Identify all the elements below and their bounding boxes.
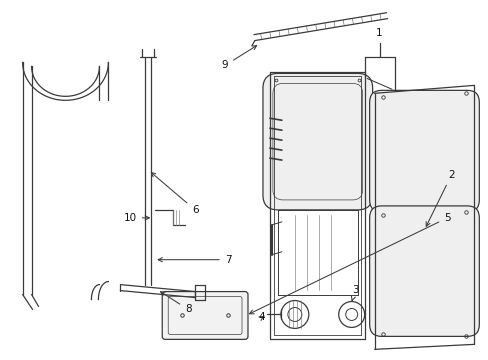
FancyBboxPatch shape xyxy=(369,90,478,212)
FancyBboxPatch shape xyxy=(263,73,372,210)
FancyBboxPatch shape xyxy=(369,206,478,336)
Text: 3: 3 xyxy=(351,284,358,301)
Text: 5: 5 xyxy=(249,213,450,314)
FancyBboxPatch shape xyxy=(162,292,247,339)
Text: 2: 2 xyxy=(426,170,454,226)
Text: 8: 8 xyxy=(160,292,191,315)
Text: 10: 10 xyxy=(123,213,149,223)
Text: 6: 6 xyxy=(151,172,198,215)
Text: 1: 1 xyxy=(376,28,382,37)
Text: 4: 4 xyxy=(258,312,264,323)
Text: 7: 7 xyxy=(158,255,231,265)
Text: 9: 9 xyxy=(221,46,256,71)
